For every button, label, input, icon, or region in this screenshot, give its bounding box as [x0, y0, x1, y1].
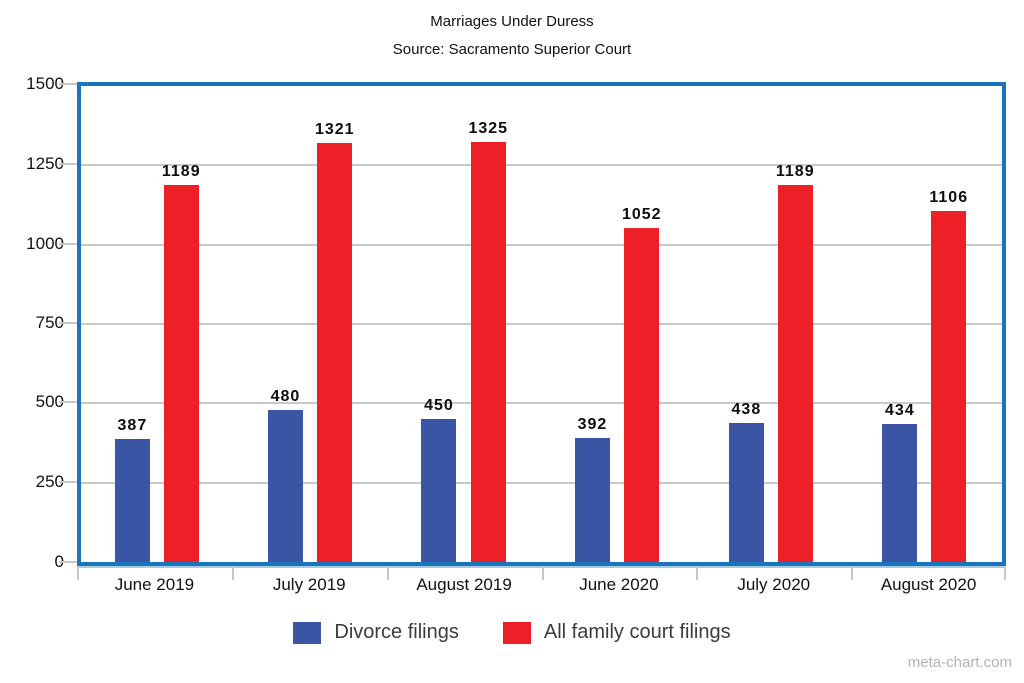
divorce-filings-bar [882, 424, 918, 562]
bar-column: 1106 [929, 189, 968, 562]
y-axis-tick-mark [59, 561, 77, 563]
y-axis-tick-mark [59, 242, 77, 245]
gridline [81, 164, 1002, 167]
divorce-filings-bar [114, 439, 150, 562]
y-axis-tick-label: 750 [35, 313, 64, 332]
x-axis-category-label: July 2020 [737, 575, 811, 594]
bar-group: 434 1106 [849, 86, 1003, 562]
bar-group: 480 1321 [235, 86, 389, 562]
bar-column: 387 [114, 417, 150, 562]
y-axis-tick-mark [59, 480, 77, 483]
x-axis-tick-mark [386, 566, 389, 580]
bar-value-label: 480 [270, 388, 301, 405]
family-court-filings-bar [931, 211, 967, 562]
y-axis-tick-label: 1000 [26, 233, 64, 253]
bar-column: 1325 [468, 120, 508, 562]
plot-area: 387 1189 480 1321 450 1325 392 1052 438 1189 434 11… [77, 82, 1006, 566]
family-court-filings-bar [624, 228, 660, 562]
bar-group: 438 1189 [695, 86, 849, 562]
bar-column: 1189 [162, 163, 201, 562]
bar-column: 1189 [776, 163, 815, 562]
divorce-filings-bar [267, 410, 303, 562]
divorce-filings-swatch [293, 621, 322, 644]
bar-column: 1321 [315, 121, 355, 562]
bar-column: 450 [421, 397, 457, 562]
bar-value-label: 1321 [314, 121, 355, 138]
bar-column: 434 [882, 402, 918, 562]
y-axis-tick-mark [59, 401, 77, 404]
family-court-filings-bar [777, 185, 813, 562]
y-axis-tick-label: 1500 [26, 74, 64, 93]
legend-item: All family court filings [502, 621, 731, 644]
y-axis-tick-mark [59, 83, 77, 85]
y-axis-tick-mark [59, 322, 77, 324]
divorce-filings-bar [421, 419, 457, 562]
bar-group: 450 1325 [388, 86, 542, 562]
family-court-filings-bar [163, 185, 199, 562]
y-axis-tick-label: 0 [0, 553, 64, 571]
x-axis-category-label: June 2020 [579, 575, 659, 594]
y-axis-tick-label: 500 [35, 392, 64, 412]
gridline [81, 243, 1002, 246]
divorce-filings-bar [574, 438, 610, 562]
bar-column: 1052 [622, 206, 662, 562]
bar-value-label: 434 [885, 402, 915, 419]
bar-value-label: 1189 [161, 163, 201, 180]
legend-label: All family court filings [543, 621, 731, 643]
family-court-filings-swatch [502, 621, 531, 644]
bar-column: 392 [574, 416, 610, 562]
legend-label: Divorce filings [334, 621, 459, 643]
x-axis-category-label: August 2020 [880, 575, 977, 594]
y-axis-tick-mark [59, 163, 77, 166]
bar-value-label: 387 [117, 417, 148, 434]
x-axis-labels: June 2019 July 2019 August 2019 June 2020 Ju… [77, 575, 1006, 595]
x-axis-tick-mark [696, 566, 699, 580]
family-court-filings-bar [470, 142, 506, 562]
bar-group: 387 1189 [81, 86, 235, 562]
x-axis-category-label: August 2019 [416, 575, 512, 594]
bar-groups: 387 1189 480 1321 450 1325 392 1052 438 1189 434 11… [81, 86, 1002, 562]
bar-value-label: 438 [731, 401, 762, 418]
gridline [81, 402, 1002, 405]
legend-item: Divorce filings [293, 621, 459, 644]
bar-value-label: 392 [577, 416, 608, 433]
gridline [81, 481, 1002, 484]
x-axis-tick-mark [231, 566, 234, 580]
bar-value-label: 1189 [775, 163, 815, 180]
bar-value-label: 450 [424, 397, 454, 414]
chart-subtitle: Source: Sacramento Superior Court [392, 41, 632, 58]
legend: Divorce filings All family court filings [0, 621, 1024, 644]
x-axis-tick-mark [1004, 566, 1006, 580]
x-axis-category-label: July 2019 [272, 575, 346, 594]
bar-column: 438 [728, 401, 764, 562]
x-axis-tick-mark [541, 566, 544, 580]
x-axis-tick-mark [851, 566, 854, 580]
divorce-filings-bar [728, 423, 764, 562]
x-axis-tick-mark [77, 566, 79, 580]
y-axis-tick-label: 1250 [26, 154, 64, 174]
gridline [81, 323, 1002, 325]
family-court-filings-bar [317, 143, 353, 562]
bar-value-label: 1325 [468, 120, 509, 137]
y-axis-tick-label: 250 [35, 471, 64, 491]
bar-value-label: 1052 [621, 206, 662, 223]
bar-column: 480 [267, 388, 303, 562]
bar-group: 392 1052 [542, 86, 696, 562]
watermark: meta-chart.com [907, 654, 1012, 671]
bar-value-label: 1106 [929, 189, 969, 206]
x-axis-category-label: June 2019 [114, 575, 195, 594]
chart-title: Marriages Under Duress [430, 13, 594, 30]
